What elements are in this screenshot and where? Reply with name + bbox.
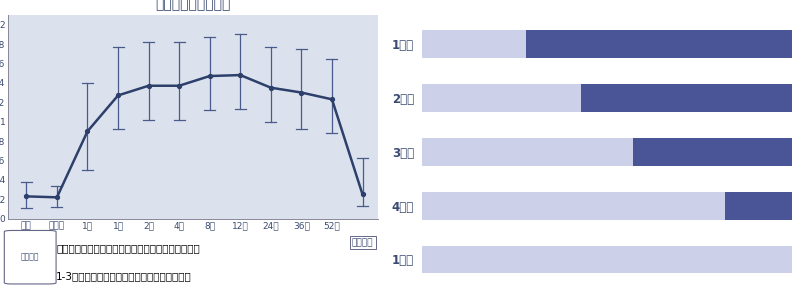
Bar <box>582 84 792 112</box>
Bar <box>633 138 792 166</box>
FancyBboxPatch shape <box>4 230 56 284</box>
Text: 1-3カ月程度で戻ることも確認されています。: 1-3カ月程度で戻ることも確認されています。 <box>56 271 192 281</box>
Bar <box>726 192 792 220</box>
Bar <box>526 30 792 58</box>
Text: 装用中止: 装用中止 <box>21 253 39 262</box>
Text: 装用を中止すると、裸眼視力は装用開始前の水準に: 装用を中止すると、裸眼視力は装用開始前の水準に <box>56 243 200 253</box>
Bar <box>422 246 792 274</box>
Text: 装用中止: 装用中止 <box>352 238 374 247</box>
Bar <box>422 138 633 166</box>
Bar <box>422 84 582 112</box>
Title: 裸眼視力の経時変化: 裸眼視力の経時変化 <box>155 0 230 11</box>
Bar <box>422 30 526 58</box>
Bar <box>422 192 726 220</box>
